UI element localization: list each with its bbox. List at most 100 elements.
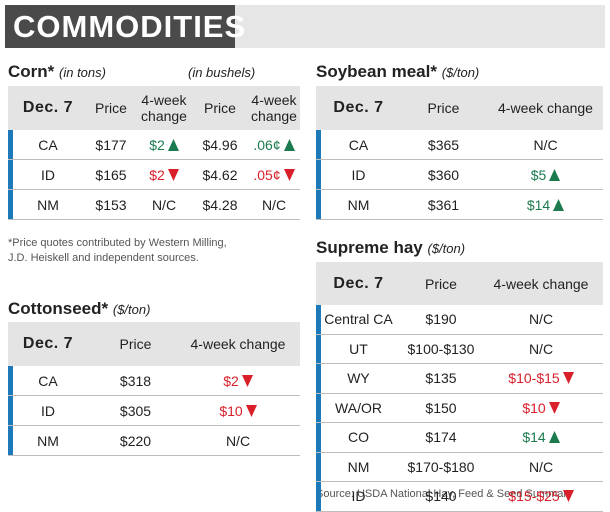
column-header: 4-week change bbox=[138, 86, 190, 130]
cell-text: $170-$180 bbox=[407, 458, 475, 475]
cell-text: N/C bbox=[261, 196, 287, 213]
cell-text: $361 bbox=[427, 196, 460, 213]
column-header-text: 4-week change bbox=[190, 336, 286, 352]
cell-text: $5 bbox=[530, 166, 547, 183]
column-header-text: Dec. 7 bbox=[333, 99, 384, 116]
table-cell: WY bbox=[316, 364, 401, 393]
cell-text: ID bbox=[351, 166, 366, 183]
table-cell: $190 bbox=[396, 305, 486, 334]
cell-text: $360 bbox=[427, 166, 460, 183]
column-header: Dec. 7 bbox=[8, 322, 88, 366]
column-header-text: Price bbox=[204, 100, 236, 116]
cell-text: N/C bbox=[225, 432, 251, 449]
cell-text: CA bbox=[38, 372, 58, 389]
column-header: Price bbox=[396, 262, 486, 305]
cell-text: $4.28 bbox=[202, 196, 238, 213]
arrow-shape bbox=[549, 168, 561, 181]
trend-arrow bbox=[549, 168, 561, 181]
cell-text: CO bbox=[348, 429, 369, 446]
arrow-shape bbox=[167, 138, 179, 151]
cell-text: Central CA bbox=[324, 311, 393, 328]
table-cell: $135 bbox=[396, 364, 486, 393]
trend-arrow bbox=[167, 168, 179, 181]
header-row: Dec. 7 Price 4-week change bbox=[316, 86, 603, 130]
arrow-shape bbox=[283, 168, 295, 181]
cell-text: $100-$130 bbox=[407, 340, 475, 357]
table-cell: $15-$25 bbox=[486, 482, 596, 511]
source: Source: USDA National Hay, Feed & Seed S… bbox=[316, 488, 573, 500]
trend-arrow bbox=[245, 404, 257, 417]
column-header-text: Price bbox=[119, 336, 152, 352]
table-cell: $305 bbox=[93, 396, 178, 425]
arrow-shape bbox=[283, 138, 295, 151]
cell-text: WA/OR bbox=[335, 399, 382, 416]
row-accent bbox=[316, 393, 321, 422]
table-cell: $318 bbox=[93, 366, 178, 395]
column-header-text: Dec. 7 bbox=[22, 335, 74, 352]
cell-text: ID bbox=[41, 166, 55, 183]
table-cell: $177 bbox=[80, 130, 142, 159]
column-header: Price bbox=[80, 86, 142, 130]
table-cell: $4.96 bbox=[190, 130, 250, 159]
table-cell: $360 bbox=[401, 160, 486, 189]
row-accent bbox=[8, 366, 13, 395]
table-cell: $4.62 bbox=[190, 160, 250, 189]
table-row: UT $100-$130 N/C bbox=[316, 334, 603, 364]
row-accent bbox=[316, 482, 321, 511]
unit: ($/ton) bbox=[112, 302, 151, 317]
row-accent bbox=[316, 364, 321, 393]
trend-arrow bbox=[283, 138, 295, 151]
table-cell: CA bbox=[321, 130, 396, 159]
column-header: 4-week change bbox=[248, 86, 300, 130]
table-row: Central CA $190 N/C bbox=[316, 305, 603, 335]
soy-title: Soybean meal* ($/ton) bbox=[316, 62, 479, 82]
table-cell: ID bbox=[13, 160, 83, 189]
arrow-shape bbox=[167, 168, 179, 181]
table-row: NM $361 $14 bbox=[316, 190, 603, 220]
table-cell: $2 bbox=[138, 160, 190, 189]
title: Supreme hay bbox=[316, 238, 423, 257]
cell-text: $2 bbox=[149, 136, 165, 153]
header-row: Dec. 7 Price 4-week change bbox=[316, 262, 603, 305]
trend-arrow bbox=[548, 401, 560, 414]
table-cell: $10-$15 bbox=[486, 364, 596, 393]
table-row: CA $365 N/C bbox=[316, 130, 603, 160]
trend-arrow bbox=[562, 490, 574, 503]
cell-text: $2 bbox=[223, 372, 239, 389]
table-cell: $153 bbox=[80, 190, 142, 219]
table-row: ID $360 $5 bbox=[316, 160, 603, 190]
table-cell: $5 bbox=[488, 160, 603, 189]
table-cell: $2 bbox=[183, 366, 293, 395]
column-header: Dec. 7 bbox=[321, 86, 396, 130]
column-header-text: 4-week change bbox=[498, 100, 593, 116]
unit: ($/ton) bbox=[427, 241, 466, 256]
cell-text: $10 bbox=[219, 402, 243, 419]
trend-arrow bbox=[548, 431, 560, 444]
cell-text: CA bbox=[38, 136, 58, 153]
cell-text: NM bbox=[37, 432, 59, 449]
table-row: CA $318 $2 bbox=[8, 366, 300, 396]
cell-text: N/C bbox=[528, 458, 554, 475]
trend-arrow bbox=[167, 138, 179, 151]
supreme_hay-table: Dec. 7 Price 4-week change Central CA $190 N/… bbox=[316, 262, 603, 512]
arrow-shape bbox=[548, 401, 560, 414]
table-cell: N/C bbox=[183, 426, 293, 455]
table-cell: .06¢ bbox=[248, 130, 300, 159]
column-header-text: 4-week change bbox=[251, 92, 297, 124]
table-cell: CA bbox=[8, 366, 88, 395]
arrow-shape bbox=[562, 490, 574, 503]
title: Cottonseed* bbox=[8, 299, 109, 318]
column-header-text: 4-week change bbox=[141, 92, 187, 124]
cell-text: $15-$25 bbox=[508, 488, 560, 505]
table-cell: $14 bbox=[488, 190, 603, 219]
column-header-text: Dec. 7 bbox=[333, 274, 384, 292]
cell-text: $140 bbox=[425, 488, 457, 505]
header-row: Dec. 7 Price 4-week change bbox=[8, 322, 300, 366]
cell-text: $365 bbox=[427, 136, 460, 153]
trend-arrow bbox=[553, 198, 565, 211]
table-cell: CO bbox=[316, 423, 401, 452]
cell-text: $10 bbox=[522, 399, 546, 416]
cell-text: WY bbox=[347, 370, 370, 387]
unit: (in tons) bbox=[59, 65, 106, 80]
